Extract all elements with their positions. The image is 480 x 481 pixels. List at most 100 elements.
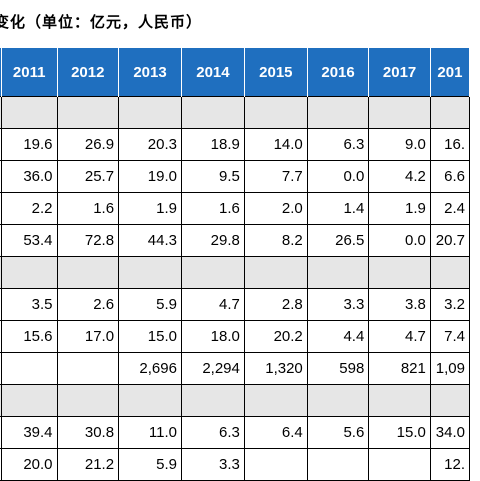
table-cell: 1.9 xyxy=(368,192,431,225)
table-row: 2.2 1.6 1.9 1.6 2.0 1.4 1.9 2.4 xyxy=(0,192,471,225)
year-header: 2014 xyxy=(181,48,245,97)
table-cell: 3.8 xyxy=(368,288,431,321)
table-cell: 21.2 xyxy=(56,448,120,481)
table-cell xyxy=(0,96,58,129)
table-cell xyxy=(243,256,308,289)
section-row xyxy=(0,384,471,417)
table-cell: 72.8 xyxy=(56,224,120,257)
table-cell: 15.0 xyxy=(118,320,182,353)
table-cell: 11.0 xyxy=(118,416,182,449)
table-cell: 12. xyxy=(429,448,471,481)
year-header: 2017 xyxy=(368,48,431,97)
table-cell: 5.9 xyxy=(118,448,182,481)
table-cell: 4.7 xyxy=(368,320,431,353)
table-cell xyxy=(306,384,370,417)
table-cell xyxy=(368,256,431,289)
table-cell: 3.3 xyxy=(180,448,245,481)
table-cell: 3.5 xyxy=(0,288,58,321)
table-cell xyxy=(118,384,182,417)
table-cell: 29.8 xyxy=(180,224,245,257)
table-cell: 19.0 xyxy=(118,160,182,193)
table-cell xyxy=(306,448,370,481)
table-cell xyxy=(306,256,370,289)
table-cell: 2.0 xyxy=(243,192,308,225)
table-cell xyxy=(56,352,120,385)
year-header: 2016 xyxy=(307,48,370,97)
table-cell: 25.7 xyxy=(56,160,120,193)
year-header: 201 xyxy=(430,48,471,97)
table-cell xyxy=(56,96,120,129)
table-row: 2,696 2,294 1,320 598 821 1,09 xyxy=(0,352,471,385)
table-cell: 0.0 xyxy=(368,224,431,257)
table-cell xyxy=(180,384,245,417)
table-cell: 3.2 xyxy=(429,288,471,321)
table-cell xyxy=(243,96,308,129)
table-cell: 1,320 xyxy=(243,352,308,385)
table-cell: 6.3 xyxy=(306,128,370,161)
table-cell xyxy=(429,384,471,417)
table-cell xyxy=(368,448,431,481)
table-cell: 20.0 xyxy=(0,448,58,481)
table-cell: 1.9 xyxy=(118,192,182,225)
year-header: 2013 xyxy=(118,48,182,97)
section-row xyxy=(0,256,471,289)
table-cell: 18.9 xyxy=(180,128,245,161)
table-cell: 2.8 xyxy=(243,288,308,321)
table-cell: 14.0 xyxy=(243,128,308,161)
table-cell: 36.0 xyxy=(0,160,58,193)
table-cell xyxy=(118,96,182,129)
table-cell: 39.4 xyxy=(0,416,58,449)
section-row xyxy=(0,96,471,129)
table-cell: 20.7 xyxy=(429,224,471,257)
table-cell: 7.7 xyxy=(243,160,308,193)
table-cell: 6.3 xyxy=(180,416,245,449)
table-cell: 16. xyxy=(429,128,471,161)
table-cell: 821 xyxy=(368,352,431,385)
table-cell xyxy=(429,256,471,289)
table-cell: 4.2 xyxy=(368,160,431,193)
table-cell xyxy=(180,256,245,289)
table-cell xyxy=(0,256,58,289)
table-cell: 2,696 xyxy=(118,352,182,385)
table-cell: 34.0 xyxy=(429,416,471,449)
table-cell: 53.4 xyxy=(0,224,58,257)
table-cell: 1.6 xyxy=(56,192,120,225)
year-header: 2015 xyxy=(244,48,308,97)
table-row: 19.6 26.9 20.3 18.9 14.0 6.3 9.0 16. xyxy=(0,128,471,161)
table-cell: 9.5 xyxy=(180,160,245,193)
table-cell: 1.6 xyxy=(180,192,245,225)
table-cell: 7.4 xyxy=(429,320,471,353)
table-cell: 44.3 xyxy=(118,224,182,257)
data-table: 2011 2012 2013 2014 2015 2016 2017 201 1… xyxy=(0,48,471,481)
table-row: 15.6 17.0 15.0 18.0 20.2 4.4 4.7 7.4 xyxy=(0,320,471,353)
header-label-cell xyxy=(0,48,2,97)
year-header: 2012 xyxy=(57,48,120,97)
table-cell xyxy=(56,384,120,417)
table-cell: 598 xyxy=(306,352,370,385)
table-cell xyxy=(429,96,471,129)
table-cell: 17.0 xyxy=(56,320,120,353)
table-cell: 9.0 xyxy=(368,128,431,161)
table-cell: 2,294 xyxy=(180,352,245,385)
table-title: 变化（单位：亿元，人民币） xyxy=(0,13,203,31)
table-cell: 18.0 xyxy=(180,320,245,353)
header-row: 2011 2012 2013 2014 2015 2016 2017 201 xyxy=(0,48,471,97)
table-cell: 1,09 xyxy=(429,352,471,385)
table-cell: 3.3 xyxy=(306,288,370,321)
year-header: 2011 xyxy=(1,48,58,97)
table-cell xyxy=(243,384,308,417)
table-cell: 4.4 xyxy=(306,320,370,353)
table-cell: 19.6 xyxy=(0,128,58,161)
table-cell: 6.6 xyxy=(429,160,471,193)
table-row: 36.0 25.7 19.0 9.5 7.7 0.0 4.2 6.6 xyxy=(0,160,471,193)
table-cell xyxy=(368,96,431,129)
table-cell: 15.0 xyxy=(368,416,431,449)
table-cell xyxy=(306,96,370,129)
table-cell: 5.9 xyxy=(118,288,182,321)
table-cell: 8.2 xyxy=(243,224,308,257)
table-cell: 20.3 xyxy=(118,128,182,161)
table-cell: 5.6 xyxy=(306,416,370,449)
table-cell: 6.4 xyxy=(243,416,308,449)
table-cell xyxy=(243,448,308,481)
table-cell: 1.4 xyxy=(306,192,370,225)
